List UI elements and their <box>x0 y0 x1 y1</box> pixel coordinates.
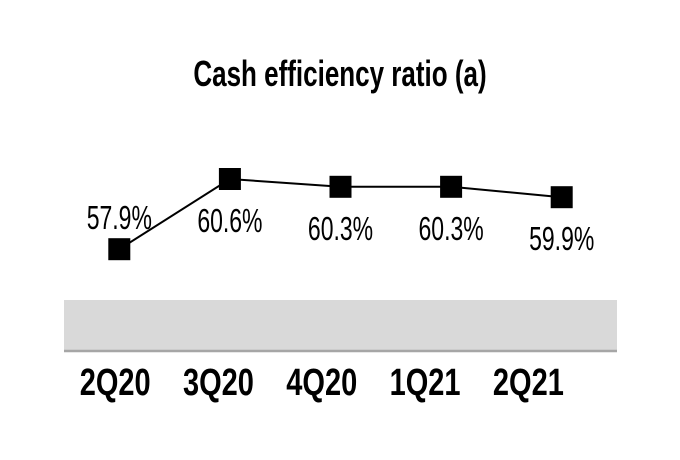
x-axis-label: 2Q21 <box>493 362 564 403</box>
data-label: 60.3% <box>308 211 373 248</box>
x-axis-label: 3Q20 <box>183 362 254 403</box>
data-label: 57.9% <box>87 200 152 237</box>
chart-title: Cash efficiency ratio (a) <box>193 53 486 94</box>
data-point-marker <box>108 238 131 261</box>
data-point-marker <box>218 168 241 190</box>
data-label: 60.6% <box>197 203 262 240</box>
x-axis-labels: 2Q20 3Q20 4Q20 1Q21 2Q21 <box>80 362 564 403</box>
data-point-marker <box>329 175 352 198</box>
data-point-marker <box>440 175 463 198</box>
series-layer: 57.9% 60.6% 60.3% 60.3% 59.9% <box>87 168 594 261</box>
x-axis-label: 2Q20 <box>80 362 151 403</box>
data-label: 59.9% <box>529 221 594 258</box>
data-label: 60.3% <box>419 211 484 248</box>
category-band <box>64 300 617 350</box>
x-axis-label: 4Q20 <box>286 362 357 403</box>
x-axis-label: 1Q21 <box>390 362 461 403</box>
data-point-marker <box>550 186 573 209</box>
